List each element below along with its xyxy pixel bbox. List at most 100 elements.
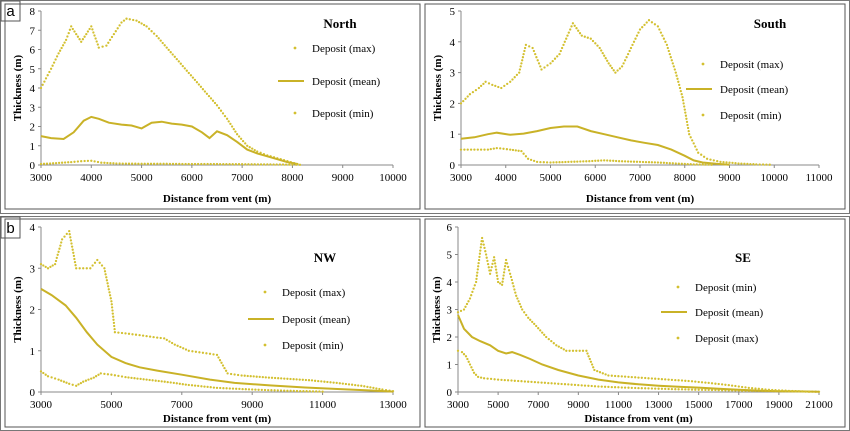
series-point xyxy=(588,160,591,163)
series-point xyxy=(479,249,482,252)
series-point xyxy=(237,163,241,166)
series-point xyxy=(680,162,683,165)
series-point xyxy=(205,352,208,355)
series-point xyxy=(486,377,489,380)
series-point xyxy=(209,162,212,166)
series-point xyxy=(568,349,571,352)
series-point xyxy=(315,390,318,393)
series-point xyxy=(684,379,687,382)
series-point xyxy=(168,340,171,343)
series-point xyxy=(668,162,671,165)
series-point xyxy=(660,378,664,381)
series-point xyxy=(472,287,475,290)
series-point xyxy=(72,251,75,254)
series-point xyxy=(518,71,521,74)
series-point xyxy=(513,288,516,291)
series-point xyxy=(191,76,195,79)
series-point xyxy=(591,159,594,163)
series-point xyxy=(459,102,463,105)
series-point xyxy=(697,388,700,391)
series-point xyxy=(225,162,228,166)
series-point xyxy=(488,272,492,275)
series-point xyxy=(459,148,463,151)
series-point xyxy=(305,390,308,393)
series-point xyxy=(640,387,643,390)
series-point xyxy=(114,30,117,33)
series-point xyxy=(169,51,172,54)
series-point xyxy=(163,380,166,383)
series-point xyxy=(508,272,512,275)
series-point xyxy=(84,379,88,382)
panel-label-box-a xyxy=(0,0,21,22)
series-point xyxy=(552,342,555,345)
series-point xyxy=(298,378,301,381)
x-tick-label: 7000 xyxy=(231,172,254,184)
series-point xyxy=(154,379,157,382)
x-tick-label: 6000 xyxy=(584,172,607,184)
series-point xyxy=(165,46,168,49)
series-point xyxy=(241,139,245,143)
series-point xyxy=(519,65,522,68)
series-point xyxy=(99,372,102,375)
series-point xyxy=(692,142,695,145)
series-point xyxy=(517,379,520,383)
series-point xyxy=(695,148,698,151)
series-point xyxy=(134,333,138,336)
legend-label: Deposit (max) xyxy=(695,333,759,345)
series-point xyxy=(71,248,74,251)
series-point xyxy=(520,62,523,65)
series-point xyxy=(459,309,463,313)
series-point xyxy=(671,162,674,165)
series-point xyxy=(250,163,253,166)
y-tick-label: 2 xyxy=(450,98,456,110)
series-point xyxy=(532,159,536,163)
series-point xyxy=(57,378,60,381)
series-line xyxy=(460,125,730,166)
series-point xyxy=(247,388,251,391)
series-point xyxy=(124,332,127,335)
series-point xyxy=(73,160,76,163)
series-point xyxy=(694,380,697,383)
series-point xyxy=(58,49,62,52)
y-tick-label: 2 xyxy=(30,305,36,317)
series-line xyxy=(457,314,820,393)
series-point xyxy=(284,163,288,166)
legend-label: Deposit (min) xyxy=(282,340,344,352)
series-point xyxy=(650,377,654,380)
series-point xyxy=(578,349,581,352)
series-point xyxy=(318,390,321,393)
x-axis-label: Distance from vent (m) xyxy=(586,193,695,205)
series-point xyxy=(545,335,548,339)
chart-frame-se xyxy=(424,218,846,428)
series-point xyxy=(637,376,640,379)
series-point xyxy=(797,390,801,393)
series-point xyxy=(81,38,85,41)
series-point xyxy=(500,378,503,382)
series-point xyxy=(59,244,62,247)
series-point xyxy=(87,378,90,381)
series-point xyxy=(534,52,537,56)
x-tick-label: 19000 xyxy=(765,399,793,411)
series-point xyxy=(658,28,661,31)
series-point xyxy=(483,246,486,250)
series-point xyxy=(539,329,542,332)
series-point xyxy=(683,162,686,166)
series-point xyxy=(674,388,677,391)
series-point xyxy=(666,46,669,50)
series-point xyxy=(506,265,510,269)
series-point xyxy=(182,347,185,350)
series-point xyxy=(372,386,375,390)
series-point xyxy=(97,373,100,376)
series-point xyxy=(161,41,164,45)
series-point xyxy=(157,37,160,40)
series-point xyxy=(653,23,657,26)
series-point xyxy=(456,349,460,352)
series-point xyxy=(791,389,794,393)
series-point xyxy=(464,355,468,358)
series-point xyxy=(650,387,654,390)
legend-swatch-dot xyxy=(701,62,705,66)
series-point xyxy=(637,386,640,390)
series-point xyxy=(513,379,516,382)
series-point xyxy=(628,49,631,53)
series-point xyxy=(590,384,593,388)
